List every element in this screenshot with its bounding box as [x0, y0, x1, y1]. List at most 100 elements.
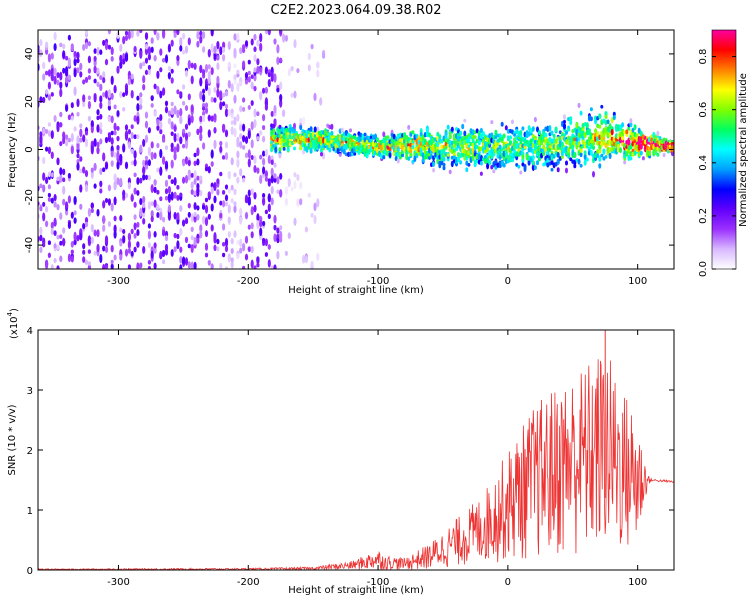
heatmap-cell	[59, 255, 63, 263]
heatmap-cell	[102, 200, 106, 209]
heatmap-cell	[119, 240, 123, 247]
heatmap-cell	[162, 259, 166, 265]
heatmap-cell	[47, 129, 52, 137]
heatmap-cell	[104, 162, 109, 170]
heatmap-cell	[259, 219, 263, 228]
heatmap-cell	[273, 233, 277, 243]
heatmap-cell	[150, 250, 154, 259]
heatmap-cell	[56, 79, 60, 86]
heatmap-cell	[250, 188, 254, 196]
heatmap-cell	[421, 134, 425, 141]
heatmap-cell	[156, 118, 160, 127]
heatmap-cell	[594, 152, 598, 159]
heatmap-cell	[313, 214, 317, 225]
heatmap-cell	[550, 159, 554, 166]
heatmap-cell	[170, 77, 174, 84]
heatmap-cell	[531, 126, 535, 132]
heatmap-cell	[502, 133, 506, 139]
y-tick-label: 0	[24, 146, 35, 152]
heatmap-cell	[316, 252, 320, 261]
heatmap-cell	[202, 88, 206, 94]
heatmap-cell	[82, 249, 86, 255]
heatmap-cell	[53, 243, 57, 249]
heatmap-cell	[222, 54, 226, 62]
heatmap-cell	[62, 136, 66, 145]
heatmap-cell	[227, 255, 231, 262]
heatmap-cell	[207, 165, 211, 174]
heatmap-cell	[93, 138, 97, 147]
heatmap-cell	[39, 206, 43, 212]
heatmap-cell	[236, 72, 240, 78]
heatmap-cell	[448, 169, 452, 175]
heatmap-cell	[253, 118, 257, 129]
heatmap-cell	[204, 84, 209, 91]
heatmap-cell	[204, 166, 209, 172]
heatmap-cell	[498, 144, 502, 150]
heatmap-cell	[130, 148, 134, 154]
heatmap-cell	[150, 103, 154, 108]
heatmap-cell	[598, 124, 602, 129]
heatmap-cell	[167, 110, 171, 117]
heatmap-cell	[45, 48, 49, 55]
heatmap-cell	[110, 75, 114, 85]
heatmap-cell	[190, 75, 194, 85]
heatmap-cell	[658, 135, 662, 141]
heatmap-cell	[47, 146, 52, 155]
heatmap-cell	[59, 167, 63, 176]
heatmap-cell	[432, 161, 436, 168]
heatmap-cell	[147, 46, 151, 55]
heatmap-cell	[488, 159, 492, 166]
heatmap-cell	[139, 262, 143, 269]
heatmap-cell	[216, 238, 220, 245]
heatmap-cell	[482, 138, 485, 144]
heatmap-cell	[182, 32, 186, 40]
heatmap-cell	[184, 105, 189, 112]
snr-multiplier-exp: 4	[6, 311, 14, 316]
heatmap-cell	[253, 265, 257, 269]
heatmap-cell	[190, 243, 194, 254]
heatmap-cell	[133, 115, 137, 122]
heatmap-cell	[96, 68, 100, 75]
heatmap-cell	[84, 184, 89, 193]
heatmap-cell	[42, 201, 46, 207]
heatmap-cell	[210, 224, 214, 232]
heatmap-cell	[233, 172, 237, 178]
heatmap-cell	[65, 66, 69, 75]
heatmap-cell	[124, 161, 129, 170]
heatmap-cell	[340, 127, 344, 133]
heatmap-cell	[259, 67, 263, 73]
heatmap-cell	[496, 142, 500, 147]
heatmap-cell	[187, 202, 191, 209]
heatmap-cell	[199, 30, 203, 36]
heatmap-cell	[273, 214, 277, 224]
heatmap-cell	[73, 217, 77, 224]
heatmap-cell	[164, 100, 169, 107]
heatmap-cell	[79, 232, 83, 241]
heatmap-cell	[65, 104, 69, 112]
heatmap-cell	[102, 71, 106, 80]
heatmap-cell	[127, 240, 131, 249]
heatmap-cell	[421, 158, 425, 163]
heatmap-cell	[267, 30, 271, 36]
heatmap-cell	[47, 94, 52, 101]
heatmap-cell	[614, 123, 618, 130]
heatmap-cell	[96, 141, 100, 149]
heatmap-cell	[65, 134, 69, 140]
heatmap-cell	[224, 194, 229, 202]
heatmap-cell	[193, 190, 197, 196]
heatmap-cell	[147, 265, 151, 269]
heatmap-cell	[82, 222, 86, 230]
heatmap-cell	[153, 110, 157, 117]
heatmap-cell	[150, 46, 154, 53]
heatmap-cell	[272, 128, 276, 134]
heatmap-cell	[490, 164, 494, 170]
heatmap-cell	[409, 148, 413, 155]
heatmap-cell	[47, 197, 52, 202]
heatmap-cell	[90, 120, 94, 127]
heatmap-cell	[162, 30, 166, 39]
heatmap-cell	[550, 167, 554, 172]
heatmap-cell	[536, 126, 539, 133]
heatmap-cell	[153, 262, 157, 269]
heatmap-cell	[627, 154, 631, 162]
heatmap-cell	[253, 191, 257, 200]
